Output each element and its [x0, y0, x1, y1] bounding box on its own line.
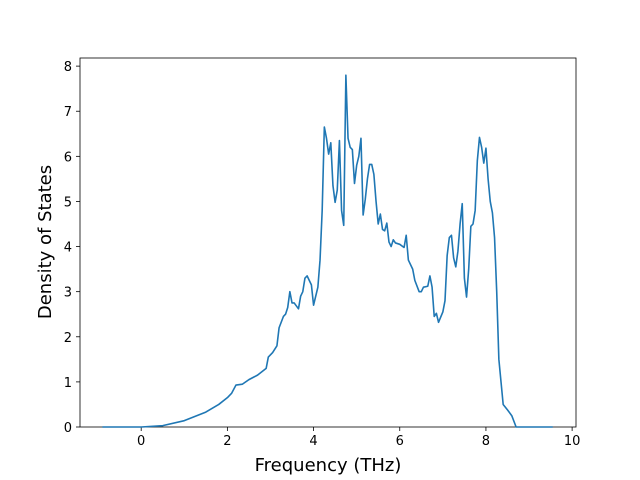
y-tick-label: 8 [64, 60, 72, 75]
x-tick-label: 0 [137, 434, 145, 449]
x-axis-label: Frequency (THz) [255, 455, 402, 476]
x-tick-label: 10 [564, 434, 581, 449]
y-tick-label: 3 [64, 286, 72, 301]
series-line [102, 74, 553, 428]
x-tick-label: 8 [482, 434, 490, 449]
y-tick-label: 5 [64, 195, 72, 210]
plot-frame [79, 57, 577, 428]
x-tick-label: 2 [223, 434, 231, 449]
y-tick-label: 6 [64, 150, 72, 165]
y-tick-label: 2 [64, 331, 72, 346]
y-tick-label: 1 [64, 376, 72, 391]
y-tick-label: 4 [64, 241, 72, 256]
y-axis-label: Density of States [35, 165, 56, 319]
x-tick-label: 6 [396, 434, 404, 449]
y-tick-label: 7 [64, 105, 72, 120]
y-tick-label: 0 [64, 421, 72, 436]
x-tick-label: 4 [309, 434, 317, 449]
